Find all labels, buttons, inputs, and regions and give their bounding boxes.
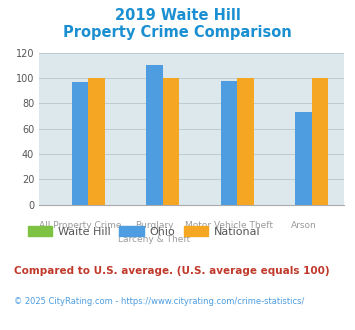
Text: Motor Vehicle Theft: Motor Vehicle Theft xyxy=(185,221,273,230)
Bar xyxy=(72,82,88,205)
Text: © 2025 CityRating.com - https://www.cityrating.com/crime-statistics/: © 2025 CityRating.com - https://www.city… xyxy=(14,297,305,306)
Text: Compared to U.S. average. (U.S. average equals 100): Compared to U.S. average. (U.S. average … xyxy=(14,266,330,276)
Text: Burglary: Burglary xyxy=(135,221,174,230)
Text: All Property Crime: All Property Crime xyxy=(39,221,121,230)
Bar xyxy=(88,78,105,205)
Bar xyxy=(146,65,163,205)
Text: Property Crime Comparison: Property Crime Comparison xyxy=(63,25,292,40)
Text: 2019 Waite Hill: 2019 Waite Hill xyxy=(115,8,240,23)
Bar xyxy=(295,112,312,205)
Bar xyxy=(237,78,253,205)
Bar xyxy=(221,81,237,205)
Legend: Waite Hill, Ohio, National: Waite Hill, Ohio, National xyxy=(23,222,265,241)
Text: Larceny & Theft: Larceny & Theft xyxy=(119,235,191,244)
Bar xyxy=(163,78,179,205)
Bar xyxy=(312,78,328,205)
Text: Arson: Arson xyxy=(290,221,316,230)
